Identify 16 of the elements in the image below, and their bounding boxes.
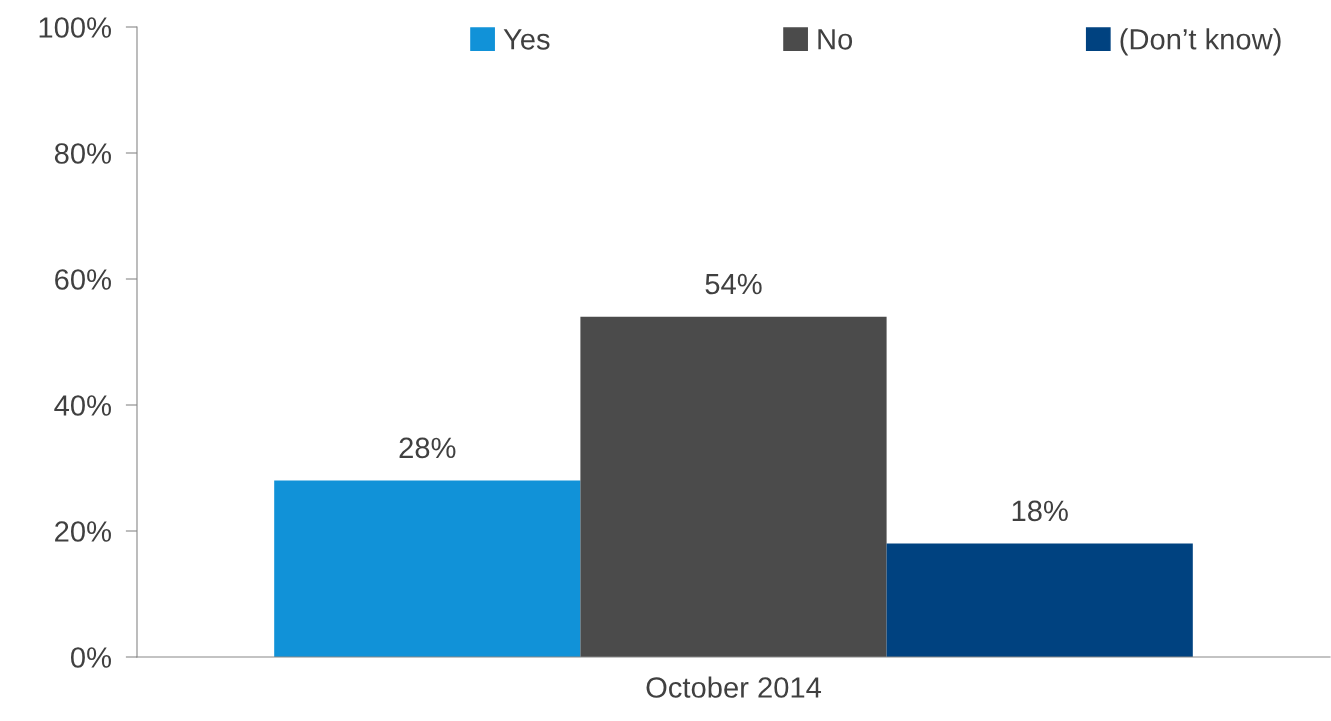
bar [274, 480, 581, 657]
data-label: 54% [705, 273, 762, 295]
y-tick-label: 0% [70, 647, 111, 668]
x-tick-label: October 2014 [646, 676, 822, 698]
legend-label: (Don’t know) [1120, 28, 1281, 56]
y-tick-label: 20% [55, 521, 111, 542]
y-tick-label: 40% [54, 395, 111, 416]
y-tick-label: 100% [39, 17, 111, 38]
bar [886, 543, 1193, 657]
legend-label: Yes [503, 29, 550, 50]
y-tick-label: 80% [54, 143, 111, 164]
data-label: 28% [399, 437, 456, 459]
data-label: 18% [1012, 500, 1068, 522]
legend-label: No [818, 29, 853, 50]
bar [580, 316, 887, 657]
y-tick-label: 60% [55, 269, 111, 290]
